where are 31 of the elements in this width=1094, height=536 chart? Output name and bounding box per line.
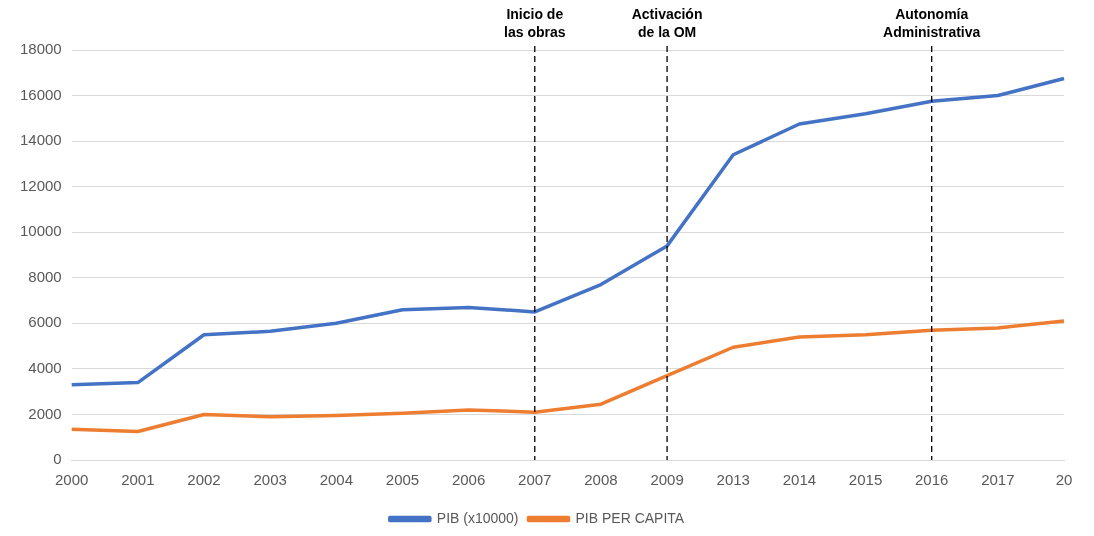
x-tick-label: 2014	[782, 471, 817, 489]
ref-line-label: Inicio de las obras	[504, 5, 566, 40]
x-tick-label: 2004	[319, 471, 354, 489]
x-tick-label: 2016	[915, 471, 949, 489]
x-tick-label: 2005	[385, 471, 420, 489]
y-tick-label: 6000	[28, 313, 62, 331]
x-tick-label: 2017	[981, 471, 1015, 489]
x-tick-label: 2003	[253, 471, 287, 489]
x-tick-label: 2000	[55, 471, 89, 489]
ref-line-label: Autonomía Administrativa	[883, 5, 981, 40]
y-tick-label: 18000	[19, 40, 62, 58]
x-tick-label: 2001	[121, 471, 155, 489]
legend-label: PIB PER CAPITA	[575, 509, 685, 526]
x-tick-label: 2015	[848, 471, 883, 489]
y-tick-label: 8000	[28, 267, 62, 285]
y-tick-label: 2000	[28, 404, 62, 422]
ref-line-label: Activación de la OM	[631, 5, 703, 40]
y-tick-label: 16000	[19, 85, 62, 103]
x-tick-label: 2002	[187, 471, 221, 489]
x-tick-label: 2006	[451, 471, 486, 489]
legend-label: PIB (x10000)	[436, 509, 519, 526]
y-tick-label: 14000	[19, 131, 62, 149]
x-tick-label: 2008	[584, 471, 618, 489]
x-tick-label: 2009	[650, 471, 684, 489]
y-tick-label: 0	[53, 450, 62, 468]
x-tick-label: 2013	[716, 471, 750, 489]
y-tick-label: 4000	[28, 359, 62, 377]
y-tick-label: 12000	[19, 176, 62, 194]
x-tick-label: 2007	[518, 471, 552, 489]
y-tick-label: 10000	[19, 222, 62, 240]
x-tick-label: 20	[1055, 471, 1073, 489]
